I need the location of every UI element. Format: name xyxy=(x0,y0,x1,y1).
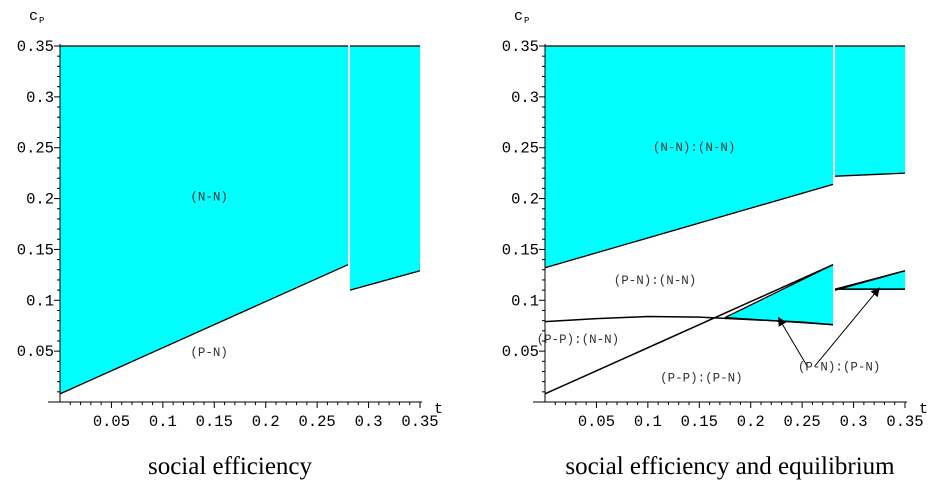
chart-caption: social efficiency and equilibrium xyxy=(565,453,895,480)
y-axis-label: cP xyxy=(514,8,529,26)
x-axis-label: t xyxy=(919,401,928,418)
y-tick-label: 0.35 xyxy=(502,38,539,56)
region-label: (P-P):(N-N) xyxy=(537,333,620,347)
region-1-piece-2 xyxy=(835,46,905,177)
y-tick-label: 0.1 xyxy=(511,292,539,310)
x-tick-label: 0.25 xyxy=(784,413,821,431)
y-tick-label: 0.05 xyxy=(502,343,539,361)
pointer-arrow-1 xyxy=(778,316,808,367)
x-tick-label: 0.25 xyxy=(299,413,336,431)
x-tick-label: 0.15 xyxy=(196,413,233,431)
x-tick-label: 0.05 xyxy=(93,413,130,431)
x-tick-label: 0.05 xyxy=(578,413,615,431)
y-axis-label: cP xyxy=(29,8,44,26)
region-1-piece-1 xyxy=(60,46,348,394)
x-tick-label: 0.15 xyxy=(681,413,718,431)
chart-caption: social efficiency xyxy=(148,453,313,480)
region-label: (P-P):(P-N) xyxy=(660,372,743,386)
region-1-lower-edge-2 xyxy=(835,172,906,177)
region-label: (N-N):(N-N) xyxy=(653,141,736,155)
region-2-piece-1 xyxy=(725,264,833,325)
y-tick-label: 0.25 xyxy=(17,140,54,158)
curve-3 xyxy=(834,270,906,291)
y-tick-label: 0.3 xyxy=(511,89,539,107)
x-tick-label: 0.35 xyxy=(886,413,923,431)
region-label: (N-N) xyxy=(190,191,228,205)
pointer-arrow-2 xyxy=(814,287,880,367)
x-tick-label: 0.1 xyxy=(634,413,662,431)
y-tick-label: 0.15 xyxy=(502,241,539,259)
y-tick-label: 0.1 xyxy=(26,292,54,310)
region-label: (P-N):(N-N) xyxy=(614,274,697,288)
x-tick-label: 0.3 xyxy=(355,413,383,431)
y-tick-label: 0.15 xyxy=(17,241,54,259)
x-tick-label: 0.35 xyxy=(401,413,438,431)
region-1-lower-edge-2 xyxy=(349,270,421,291)
y-tick-label: 0.3 xyxy=(26,89,54,107)
chart-social-efficiency-and-equilibrium: 0.05 0.1 0.15 0.2 0.25 0.3 0.35 0.05 0.1 0.15 0.2 0… xyxy=(502,8,928,480)
region-1-lower-edge-1 xyxy=(59,264,349,395)
x-axis-label: t xyxy=(434,401,443,418)
region-1-lower-edge-1 xyxy=(544,183,834,269)
y-tick-label: 0.2 xyxy=(26,191,54,209)
x-tick-label: 0.2 xyxy=(252,413,280,431)
x-tick-label: 0.3 xyxy=(840,413,868,431)
curve-1 xyxy=(544,264,834,395)
region-1-piece-1 xyxy=(545,46,833,268)
y-tick-label: 0.2 xyxy=(511,191,539,209)
x-tick-label: 0.1 xyxy=(149,413,177,431)
curve-2 xyxy=(544,315,834,326)
y-tick-label: 0.35 xyxy=(17,38,54,56)
y-tick-label: 0.25 xyxy=(502,140,539,158)
region-1-piece-2 xyxy=(350,46,420,291)
region-label: (P-N):(P-N) xyxy=(798,360,881,374)
chart-social-efficiency: 0.05 0.1 0.15 0.2 0.25 0.3 0.35 0.05 0.1 0.15 0.2 0… xyxy=(17,8,443,480)
region-label: (P-N) xyxy=(190,346,228,360)
y-tick-label: 0.05 xyxy=(17,343,54,361)
x-tick-label: 0.2 xyxy=(737,413,765,431)
